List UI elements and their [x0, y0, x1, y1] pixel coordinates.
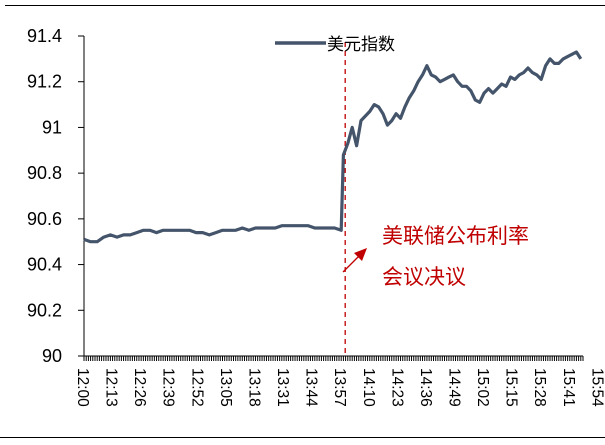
annotation-line-2: 会议决议 — [382, 265, 466, 289]
annotation: 美联储公布利率 会议决议 — [342, 224, 529, 289]
x-tick-label: 15:41 — [560, 368, 577, 407]
x-tick-label: 14:36 — [417, 368, 434, 407]
x-tick-label: 14:23 — [388, 368, 405, 407]
y-tick-label: 90.6 — [27, 209, 62, 229]
x-tick-label: 12:00 — [74, 368, 91, 407]
x-tick-label: 15:54 — [588, 368, 605, 407]
x-tick-label: 15:28 — [531, 368, 548, 407]
y-tick-label: 90.4 — [27, 255, 62, 275]
x-tick-label: 13:31 — [274, 368, 291, 407]
y-tick-label: 90 — [42, 346, 62, 366]
y-tick-label: 91.2 — [27, 72, 62, 92]
x-tick-label: 12:39 — [160, 368, 177, 407]
x-tick-label: 15:15 — [503, 368, 520, 407]
x-tick-label: 13:44 — [303, 368, 320, 407]
x-tick-label: 12:52 — [188, 368, 205, 407]
x-tick-label: 14:49 — [446, 368, 463, 407]
x-tick-label: 14:10 — [360, 368, 377, 407]
y-axis: 90 90.2 90.4 90.6 90.8 91 91.2 91.4 — [27, 26, 85, 366]
legend-label: 美元指数 — [327, 35, 395, 55]
x-tick-label: 13:18 — [245, 368, 262, 407]
x-tick-label: 12:26 — [131, 368, 148, 407]
x-tick-label: 13:57 — [331, 368, 348, 407]
legend: 美元指数 — [275, 35, 395, 55]
y-tick-label: 91.4 — [27, 26, 62, 46]
x-tick-label: 15:02 — [474, 368, 491, 407]
y-tick-label: 90.2 — [27, 300, 62, 320]
annotation-line-1: 美联储公布利率 — [382, 224, 529, 248]
dollar-index-line — [83, 50, 583, 244]
top-border — [5, 5, 605, 6]
y-tick-label: 91 — [42, 117, 62, 137]
y-tick-label: 90.8 — [27, 163, 62, 183]
x-axis: 12:00 12:13 12:26 12:39 12:52 13:05 13:18 13:31… — [74, 355, 605, 407]
bottom-border — [0, 437, 605, 438]
arrowhead-icon — [354, 248, 367, 261]
x-tick-label: 13:05 — [217, 368, 234, 407]
x-tick-label: 12:13 — [103, 368, 120, 407]
